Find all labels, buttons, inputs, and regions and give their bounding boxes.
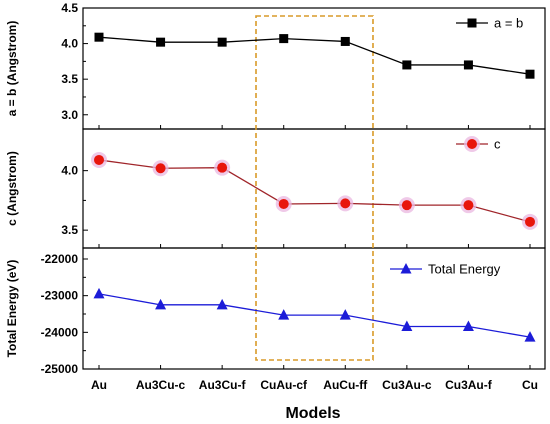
y-axis-title-3: Total Energy (eV) [5,260,19,358]
panel-frames [82,7,546,370]
panel-frame-3 [82,247,546,370]
data-point-2 [401,200,412,211]
y-axis-title-2: c (Angstrom) [5,151,19,226]
x-tick-label: Cu3Au-f [445,378,493,392]
legend-marker-3 [400,263,412,274]
x-tick-label: CuAu-cf [260,378,308,392]
x-tick-label: Au3Cu-f [199,378,247,392]
series-layer [91,32,538,342]
y-tick-label: 4.0 [61,37,78,51]
highlight-rect [255,15,374,361]
x-tick-label: Au3Cu-c [136,378,186,392]
data-point-3 [155,298,167,310]
data-point-1 [94,32,104,42]
y-tick-label: 3.5 [61,72,78,86]
data-point-2 [94,154,104,165]
data-point-1 [156,37,166,47]
data-point-3 [93,287,105,299]
data-point-2 [278,198,289,209]
y-axis-title-1: a = b (Angstrom) [5,21,19,117]
y-tick-label: -22000 [41,252,79,266]
data-point-2 [217,162,228,173]
y-tick-label: -23000 [41,289,79,303]
data-point-2 [525,216,535,227]
data-point-1 [279,34,289,44]
data-point-1 [525,69,535,79]
data-point-3 [401,320,413,331]
data-point-2 [340,198,351,209]
data-point-1 [217,37,227,47]
x-tick-label: Cu [522,378,538,392]
legend-label-1: a = b [494,16,523,31]
y-tick-label: 3.5 [61,223,78,237]
data-point-3 [216,298,228,310]
y-tick-label: -25000 [41,362,79,376]
data-point-3 [462,320,474,331]
legend-label-3: Total Energy [428,262,501,277]
x-axis-title: Models [285,405,340,422]
series-line-3 [98,293,531,338]
data-point-2 [155,163,166,174]
highlight-box [255,15,374,361]
legend-marker-1 [467,18,477,28]
axes-layer: 3.0 3.5 4.0 4.5 a = b (Angstrom) 3.5 4.0 c (Ang… [5,1,538,392]
data-point-1 [340,36,350,46]
legend-label-2: c [494,137,501,152]
data-point-1 [463,60,473,70]
y-tick-label: 4.0 [61,164,78,178]
series-line-1 [98,36,531,75]
x-tick-label: AuCu-ff [323,378,368,392]
x-tick-label: Cu3Au-c [382,378,432,392]
legend-marker-2 [467,139,477,149]
x-tick-label: Au [91,378,107,392]
y-tick-label: 4.5 [61,1,78,15]
legends-layer: a = b c Total Energy [390,16,523,277]
data-point-3 [339,309,351,320]
y-tick-label: -24000 [41,325,79,339]
data-point-3 [524,331,536,342]
y-tick-label: 3.0 [61,108,78,122]
data-point-3 [278,309,290,320]
series-line-2 [98,159,531,223]
data-point-1 [402,60,412,70]
data-point-2 [463,200,474,211]
